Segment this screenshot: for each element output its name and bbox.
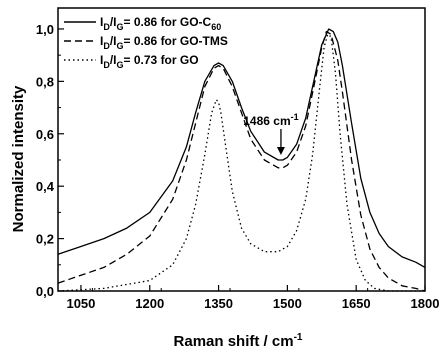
legend-text-part: /I [110,15,117,29]
legend-subscript: G [117,41,124,51]
x-tick-label-5: 1800 [411,296,440,311]
x-tick-label-1: 1200 [135,296,164,311]
annotation-text: 1486 cm [243,114,290,128]
legend-text-part: I [100,34,103,48]
y-axis-label: Normalized intensity [10,85,27,232]
legend-subscript: D [103,60,110,70]
y-tick-label-2: 0,4 [36,179,55,194]
series-line-2 [57,33,425,292]
x-axis-label-main: Raman shift / cm [174,333,294,350]
series-line-0 [57,28,426,268]
y-tick-label-5: 1,0 [36,22,54,37]
x-tick-label-4: 1650 [342,296,371,311]
legend-text-part: I [100,15,103,29]
x-axis-label: Raman shift / cm-1 [174,332,303,350]
legend-label-1: ID/IG= 0.86 for GO-TMS [100,34,228,51]
annotation-arrow-head [276,146,285,155]
legend-label-2: ID/IG= 0.73 for GO [100,53,199,70]
legend-text-part: = 0.86 for GO-TMS [124,34,228,48]
annotation-superscript: -1 [291,112,299,122]
annotation-label: 1486 cm-1 [243,112,298,128]
x-axis-label-superscript: -1 [294,332,303,343]
legend-text-part: /I [110,53,117,67]
legend-subscript: G [117,22,124,32]
x-tick-label-2: 1350 [204,296,233,311]
series-line-1 [57,30,426,292]
x-tick-label-0: 1050 [66,296,95,311]
x-tick-label-3: 1500 [273,296,302,311]
y-tick-label-0: 0,0 [36,284,54,299]
y-tick-label-4: 0,8 [36,74,54,89]
y-tick-label-1: 0,2 [36,232,54,247]
legend-text-part: = 0.86 for GO-C [124,15,212,29]
legend-subscript: 60 [211,22,221,32]
plot-frame [57,7,426,292]
legend-subscript: D [103,41,110,51]
legend-subscript: G [117,60,124,70]
legend-text-part: = 0.73 for GO [124,53,199,67]
legend-label-0: ID/IG= 0.86 for GO-C60 [100,15,221,32]
legend-subscript: D [103,22,110,32]
legend-text-part: I [100,53,103,67]
legend-text-part: /I [110,34,117,48]
y-tick-label-3: 0,6 [36,127,54,142]
